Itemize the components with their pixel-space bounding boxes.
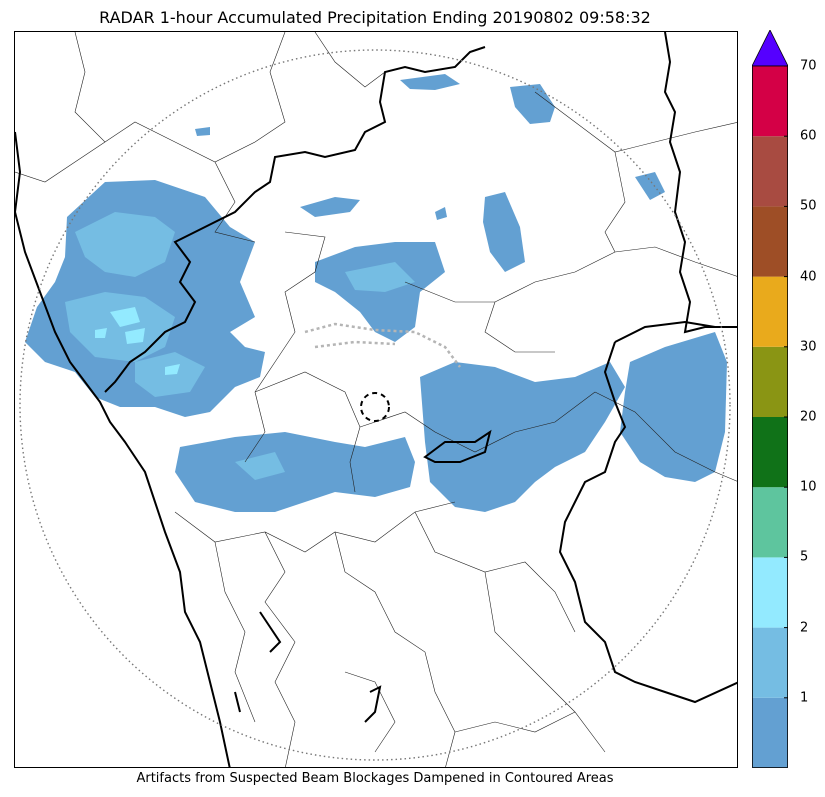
- colorbar-tick-label: 10: [800, 479, 817, 495]
- colorbar-segment: [752, 346, 788, 417]
- colorbar-tick-label: 70: [800, 58, 817, 74]
- precipitation-colorbar: [752, 30, 788, 768]
- colorbar-segment: [752, 276, 788, 347]
- colorbar-segment: [752, 66, 788, 137]
- colorbar-tick-label: 2: [800, 620, 809, 636]
- colorbar-segment: [752, 557, 788, 628]
- state-boundaries: [15, 32, 737, 767]
- map-canvas: [15, 32, 737, 767]
- colorbar-segment: [752, 627, 788, 698]
- heavy-precip-layer: [95, 307, 180, 375]
- colorbar-extend-arrow: [752, 30, 788, 67]
- colorbar-tick-label: 60: [800, 128, 817, 144]
- colorbar-segment: [752, 206, 788, 277]
- radar-map: [14, 31, 738, 768]
- colorbar-segment: [752, 487, 788, 558]
- colorbar-segment: [752, 417, 788, 488]
- beam-blockage-artifacts: [304, 322, 461, 368]
- radar-site-marker: [360, 392, 390, 422]
- map-footer-note: Artifacts from Suspected Beam Blockages …: [136, 771, 614, 786]
- colorbar-tick-label: 5: [800, 549, 809, 565]
- radar-range-ring: [19, 49, 731, 761]
- map-title: RADAR 1-hour Accumulated Precipitation E…: [99, 8, 651, 27]
- colorbar-tick-label: 30: [800, 339, 817, 355]
- colorbar-tick-label: 1: [800, 690, 809, 706]
- colorbar-tick-label: 50: [800, 198, 817, 214]
- colorbar-tick-label: 20: [800, 409, 817, 425]
- precipitation-layer: [25, 74, 727, 512]
- colorbar-segment: [752, 697, 788, 768]
- colorbar-tick-label: 40: [800, 269, 817, 285]
- colorbar-segment: [752, 136, 788, 207]
